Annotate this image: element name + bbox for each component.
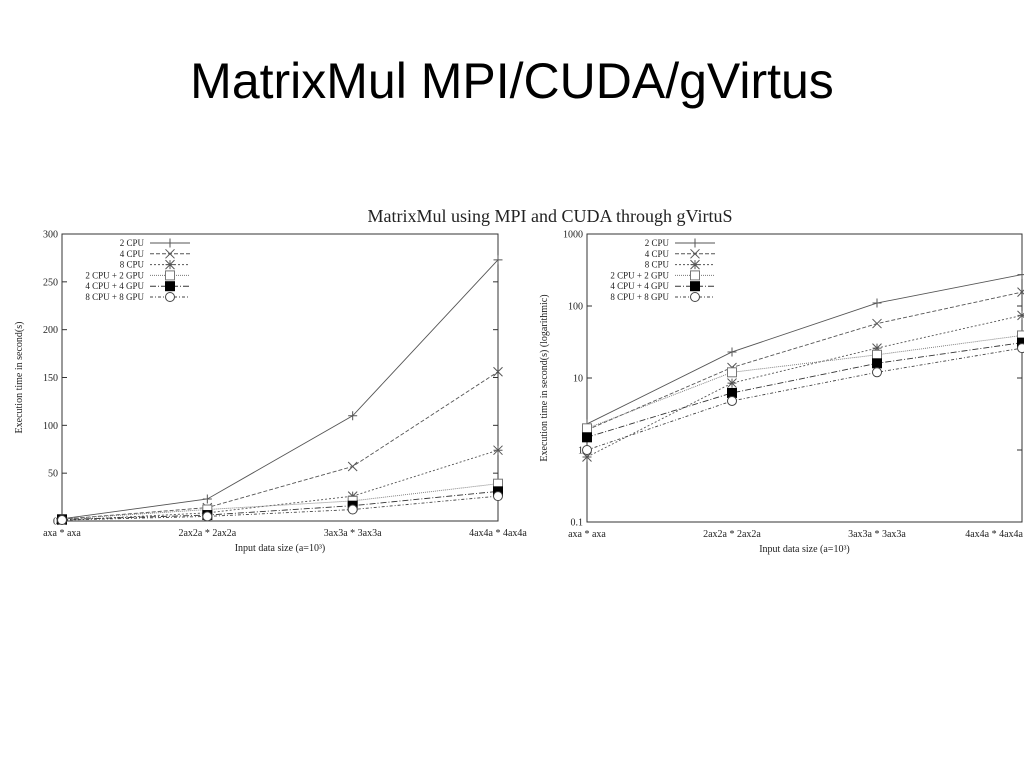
legend-label: 8 CPU xyxy=(120,260,145,270)
marker xyxy=(348,411,358,421)
x-tick-label: 2ax2a * 2ax2a xyxy=(178,528,236,539)
chart: 0 50 100 150 200 250 300 axa * axa 2ax2a * 2ax2a… xyxy=(14,230,527,555)
y-tick-label: 200 xyxy=(43,325,58,336)
y-tick-label: 0.1 xyxy=(571,518,584,529)
marker xyxy=(493,491,503,502)
legend-label: 2 CPU + 2 GPU xyxy=(610,270,669,280)
legend-marker xyxy=(165,292,175,302)
legend-label: 4 CPU + 4 GPU xyxy=(85,281,144,291)
marker xyxy=(202,494,212,504)
series-line xyxy=(586,334,1023,429)
series-line xyxy=(586,291,1023,431)
marker xyxy=(493,255,503,265)
legend-label: 2 CPU + 2 GPU xyxy=(85,270,144,280)
marker xyxy=(347,504,358,515)
marker xyxy=(57,515,67,526)
legend-marker xyxy=(165,238,175,248)
series-line xyxy=(586,274,1023,425)
marker xyxy=(872,343,882,353)
series-line xyxy=(61,483,499,520)
series-line xyxy=(61,490,499,521)
legend-label: 8 CPU + 8 GPU xyxy=(85,292,144,302)
marker xyxy=(582,445,592,455)
marker xyxy=(727,347,737,357)
x-tick-label: 4ax4a * 4ax4a xyxy=(965,529,1023,540)
y-tick-label: 50 xyxy=(48,469,58,480)
marker xyxy=(872,298,882,308)
marker xyxy=(727,378,737,388)
marker xyxy=(872,318,882,329)
series-line xyxy=(61,259,499,520)
x-axis-label: Input data size (a=10³) xyxy=(235,543,326,554)
marker xyxy=(493,366,503,377)
legend-marker xyxy=(165,281,175,292)
marker xyxy=(872,358,882,369)
y-tick-label: 1 xyxy=(578,446,583,457)
legend-label: 2 CPU xyxy=(120,238,145,248)
legend-label: 8 CPU xyxy=(645,260,670,270)
marker xyxy=(202,511,213,522)
y-tick-label: 300 xyxy=(43,230,58,241)
marker xyxy=(1017,287,1024,297)
marker xyxy=(1017,310,1024,321)
legend-label: 2 CPU xyxy=(645,238,670,248)
x-tick-label: 2ax2a * 2ax2a xyxy=(703,529,761,540)
legend-label: 4 CPU + 4 GPU xyxy=(610,281,669,291)
chart: 0.1 1 10 100 1000 axa * axa 2ax2a * 2ax2a 3ax3a… xyxy=(539,230,1024,555)
y-tick-label: 10 xyxy=(573,374,583,385)
marker xyxy=(1017,343,1024,354)
series-line xyxy=(586,342,1023,438)
slide-title: MatrixMul MPI/CUDA/gVirtus xyxy=(190,53,834,109)
legend-marker xyxy=(690,281,700,292)
x-tick-label: axa * axa xyxy=(568,529,606,540)
marker xyxy=(347,461,358,472)
y-axis-label: Execution time in second(s) (logarithmic… xyxy=(539,294,550,461)
series-line xyxy=(61,495,499,521)
figure-title: MatrixMul using MPI and CUDA through gVi… xyxy=(368,206,733,226)
legend-marker xyxy=(690,238,700,248)
y-tick-label: 100 xyxy=(568,302,583,313)
legend-label: 8 CPU + 8 GPU xyxy=(610,292,669,302)
legend-marker xyxy=(690,248,700,259)
marker xyxy=(493,445,503,456)
x-tick-label: 3ax3a * 3ax3a xyxy=(324,528,382,539)
marker xyxy=(582,423,592,434)
legend-marker xyxy=(690,270,700,281)
legend-marker xyxy=(165,248,175,259)
y-tick-label: 150 xyxy=(43,373,58,384)
series-line xyxy=(586,314,1023,458)
legend-label: 4 CPU xyxy=(645,249,670,259)
marker xyxy=(727,395,737,406)
legend-marker xyxy=(690,292,700,302)
legend-marker xyxy=(165,270,175,281)
legend-label: 4 CPU xyxy=(120,249,145,259)
series-line xyxy=(61,371,499,520)
y-tick-label: 0 xyxy=(53,517,58,528)
x-axis-label: Input data size (a=10³) xyxy=(759,544,850,555)
y-axis-label: Execution time in second(s) xyxy=(14,322,25,434)
series-line xyxy=(586,347,1023,451)
marker xyxy=(872,349,882,360)
x-tick-label: 4ax4a * 4ax4a xyxy=(469,528,527,539)
marker xyxy=(582,452,592,462)
y-tick-label: 100 xyxy=(43,421,58,432)
series-line xyxy=(61,449,499,521)
y-tick-label: 250 xyxy=(43,277,58,288)
x-tick-label: 3ax3a * 3ax3a xyxy=(848,529,906,540)
marker xyxy=(582,432,592,443)
legend-marker xyxy=(165,259,175,270)
legend-marker xyxy=(690,259,700,270)
x-tick-label: axa * axa xyxy=(43,528,81,539)
marker xyxy=(872,367,882,378)
marker xyxy=(727,367,737,378)
marker xyxy=(1017,270,1024,280)
y-tick-label: 1000 xyxy=(563,230,583,241)
